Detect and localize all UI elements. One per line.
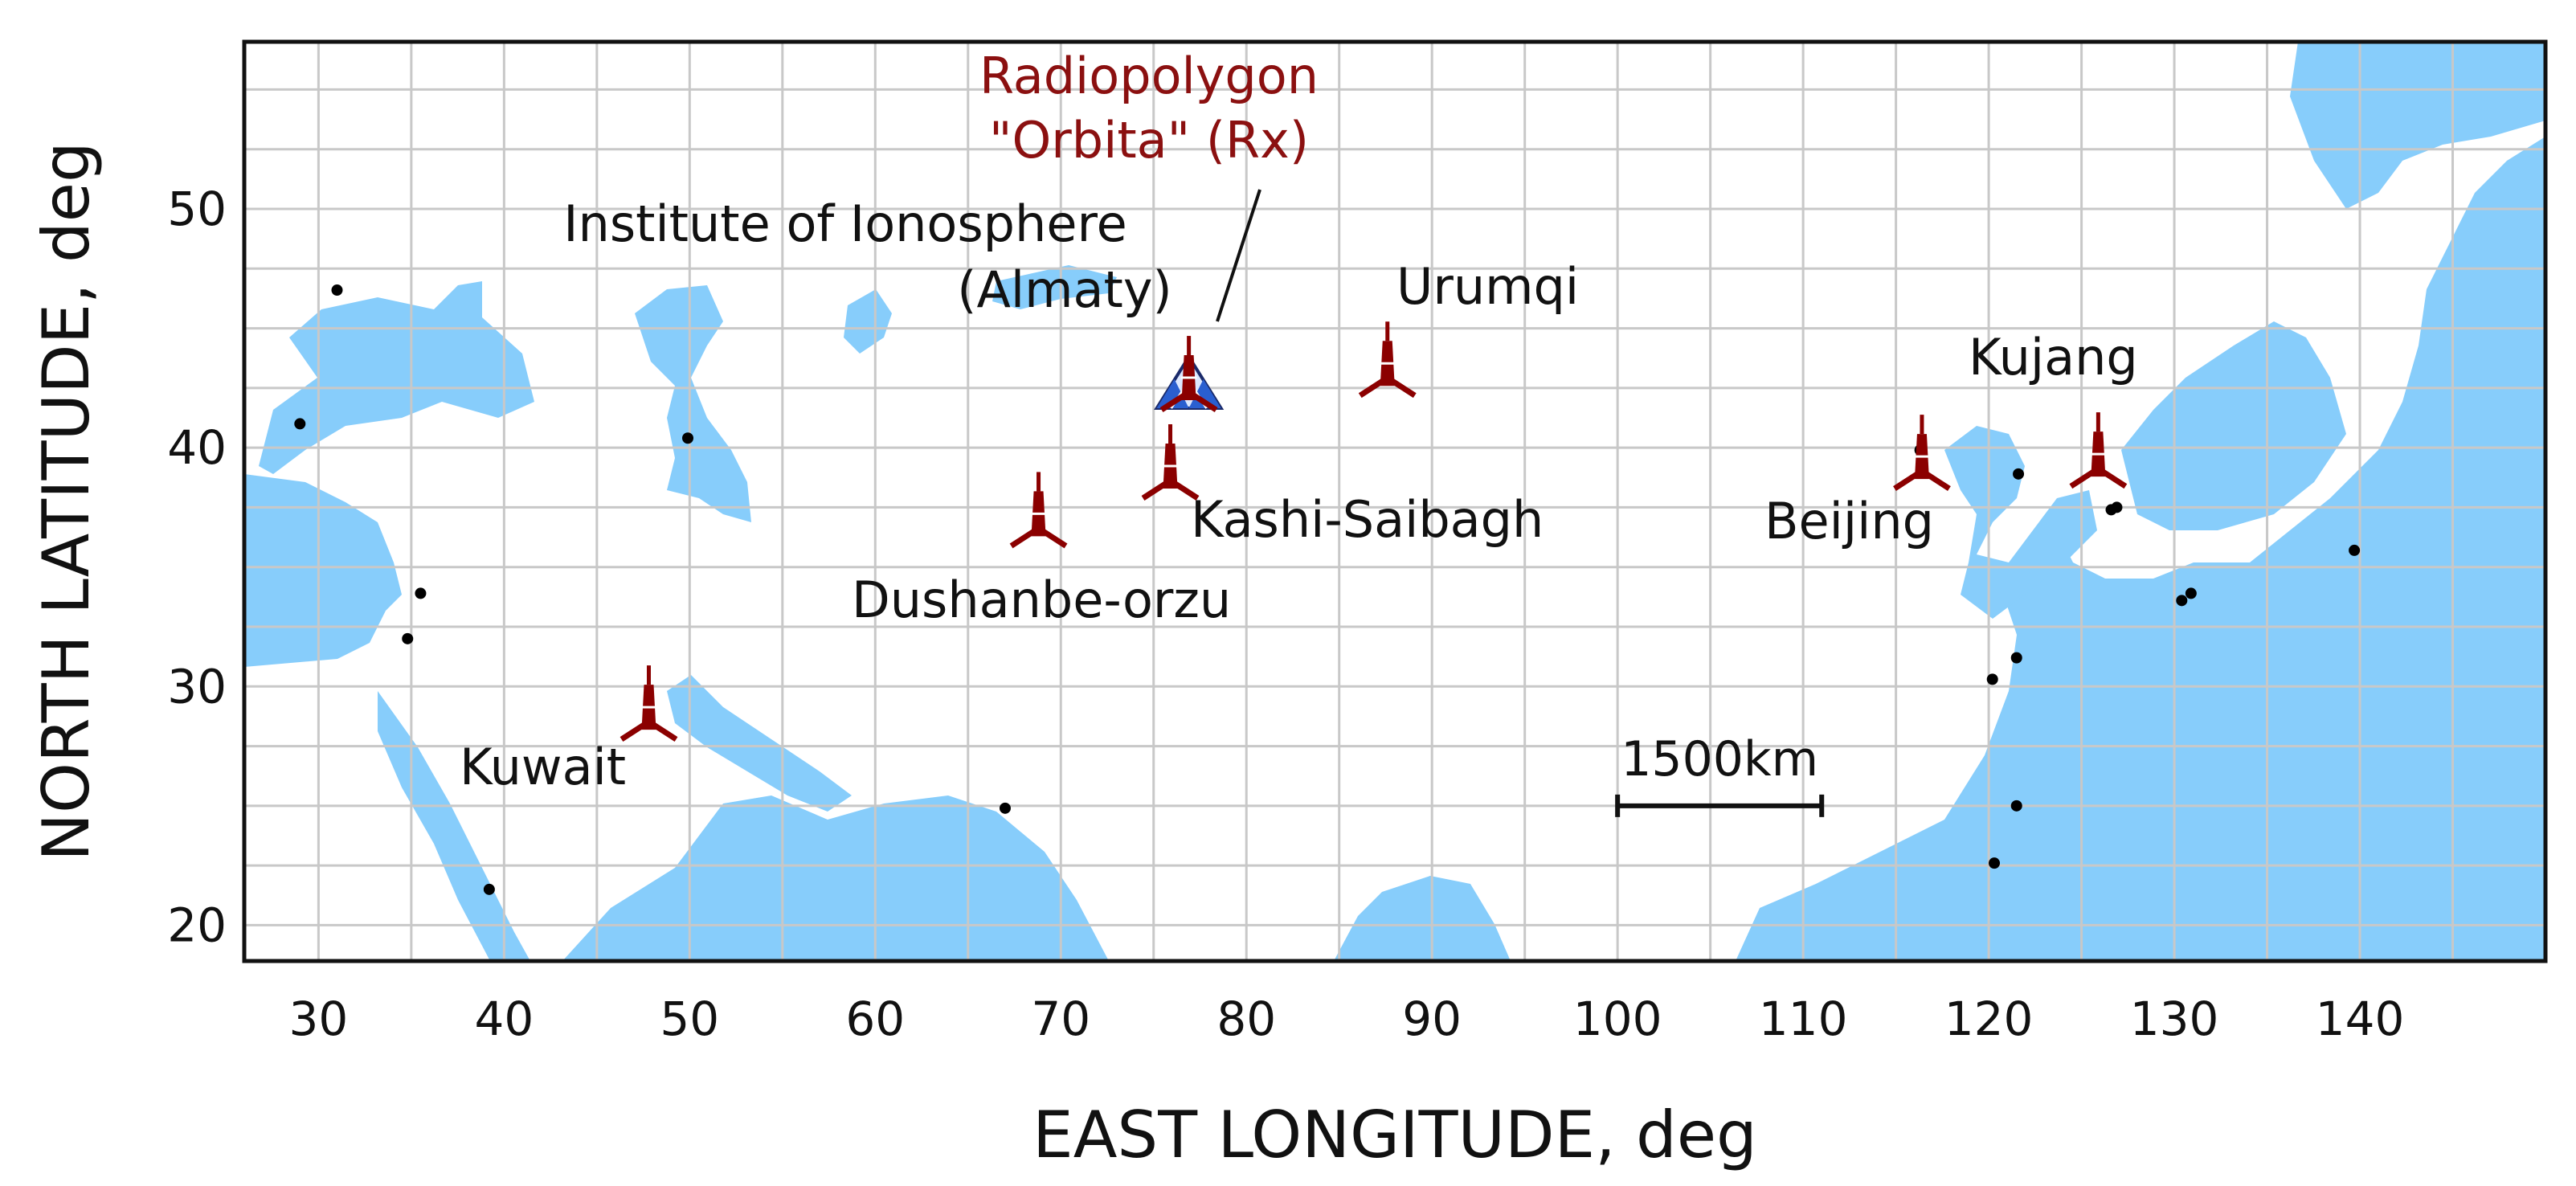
place-labels: Radiopolygon "Orbita" (Rx) Institute of … [460, 47, 2138, 796]
label-almaty-line1: Institute of Ionosphere [563, 194, 1126, 253]
city-dot [2010, 800, 2022, 812]
yellow-sea [1944, 426, 2097, 619]
x-tick-label: 80 [1216, 992, 1276, 1046]
x-tick-label: 40 [474, 992, 534, 1046]
transmitter-kuwait-icon[interactable] [619, 665, 678, 742]
arabian-sea [562, 795, 1109, 961]
transmitter-kashi-icon[interactable] [1141, 424, 1200, 501]
map-frame [242, 39, 2548, 963]
city-dot [2105, 504, 2117, 516]
transmitter-urumqi-icon[interactable] [1358, 321, 1417, 399]
receiver-triangle-left [1156, 379, 1189, 409]
city-dot [483, 883, 495, 895]
label-kashi-saibagh: Kashi-Saibagh [1191, 490, 1544, 549]
city-dot [415, 587, 427, 599]
city-dot [1986, 673, 1998, 685]
city-dot [2176, 595, 2188, 607]
scale-bar-label: 1500km [1621, 731, 1818, 787]
receiver-leader-line [1216, 189, 1261, 322]
sea-of-japan [2121, 321, 2346, 530]
y-axis-title: NORTH LATITUDE, deg [29, 141, 104, 861]
x-tick-label: 100 [1573, 992, 1662, 1046]
lake-balkhash [992, 265, 1117, 309]
transmitter-almaty-icon[interactable] [1159, 336, 1218, 412]
label-urumqi: Urumqi [1396, 257, 1579, 316]
label-kuwait: Kuwait [460, 738, 626, 796]
x-tick-label: 50 [660, 992, 719, 1046]
city-dot [682, 432, 694, 444]
label-beijing: Beijing [1764, 492, 1934, 550]
label-dushanbe-orzu: Dushanbe-orzu [852, 571, 1231, 629]
caspian-sea [635, 285, 751, 522]
transmitter-kujang-icon[interactable] [2069, 412, 2128, 489]
sea-of-okhotsk [2290, 42, 2545, 209]
transmitter-icons [619, 321, 2128, 742]
x-tick-label: 30 [288, 992, 348, 1046]
city-dot [2013, 468, 2025, 480]
receiver-label-line1: Radiopolygon [979, 47, 1319, 105]
x-tick-label: 110 [1759, 992, 1848, 1046]
city-dot [1989, 857, 2001, 869]
label-almaty-line2: (Almaty) [957, 260, 1171, 319]
receiver-triangle-right [1188, 379, 1221, 409]
x-tick-label: 140 [2316, 992, 2405, 1046]
city-dot [2185, 587, 2197, 599]
mediterranean-sea [244, 474, 402, 667]
x-tick-label: 60 [845, 992, 905, 1046]
city-dot [294, 418, 306, 430]
transmitter-dushanbe-icon[interactable] [1009, 472, 1068, 549]
y-tick-label: 30 [167, 659, 227, 714]
receiver-label-line2: "Orbita" (Rx) [989, 111, 1309, 170]
bay-of-bengal [1334, 876, 1511, 961]
city-dot [402, 632, 414, 644]
city-dot [2010, 652, 2022, 664]
city-dot [999, 802, 1011, 814]
water-bodies [244, 42, 2545, 961]
y-tick-label: 50 [167, 182, 227, 236]
city-dot [2349, 544, 2361, 556]
y-tick-label: 20 [167, 898, 227, 952]
y-axis-tick-labels: 20 30 40 50 [167, 182, 227, 952]
x-axis-title: EAST LONGITUDE, deg [1032, 1098, 1757, 1172]
aral-sea [844, 289, 892, 354]
x-axis-tick-labels: 30 40 50 60 70 80 90 100 110 120 130 140 [288, 992, 2404, 1046]
label-kujang: Kujang [1969, 328, 2138, 386]
map-area[interactable]: 1500km [244, 42, 2545, 961]
scale-bar: 1500km [1615, 731, 1825, 817]
persian-gulf [667, 675, 852, 812]
x-tick-label: 90 [1402, 992, 1462, 1046]
x-tick-label: 130 [2130, 992, 2219, 1046]
transmitter-beijing-icon[interactable] [1893, 415, 1951, 492]
y-tick-label: 40 [167, 420, 227, 475]
x-tick-label: 120 [1944, 992, 2034, 1046]
pacific-ocean [1736, 137, 2545, 961]
graticule [244, 42, 2545, 961]
x-tick-label: 70 [1031, 992, 1090, 1046]
city-dot [331, 284, 343, 296]
